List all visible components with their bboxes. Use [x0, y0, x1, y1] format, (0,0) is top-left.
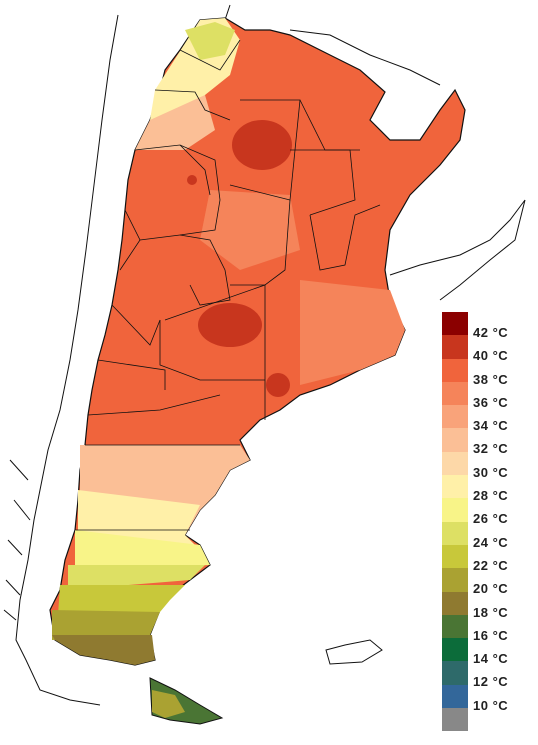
legend-label: 12 °C: [473, 674, 509, 690]
legend-swatch: [442, 684, 468, 709]
legend-label: 18 °C: [473, 604, 509, 620]
province-borders: [75, 39, 381, 531]
legend-swatch: [442, 568, 468, 592]
legend-label: 10 °C: [473, 697, 509, 713]
legend-item: 18 °C: [442, 591, 538, 620]
legend-item: 30 °C: [442, 451, 538, 480]
legend-swatch: [442, 405, 468, 429]
legend-item: 10 °C: [442, 684, 538, 713]
legend-label: 32 °C: [473, 441, 509, 457]
legend-swatch: [442, 335, 468, 359]
legend-item: [442, 708, 538, 732]
temperature-legend: 42 °C 40 °C 38 °C 36 °C 34 °C 32 °C 30 °…: [442, 312, 538, 732]
neighbour-borders: [3, 4, 526, 706]
legend-swatch: [442, 708, 468, 732]
legend-item: 26 °C: [442, 498, 538, 526]
legend-label: 28 °C: [473, 488, 509, 504]
legend-label: 22 °C: [473, 557, 509, 573]
legend-item: 12 °C: [442, 661, 538, 689]
legend-label: 30 °C: [473, 464, 509, 480]
legend-item: 14 °C: [442, 638, 538, 666]
legend-swatch: [442, 475, 468, 499]
legend-item: 28 °C: [442, 475, 538, 503]
legend-item: 24 °C: [442, 521, 538, 550]
legend-swatch: [442, 661, 468, 685]
legend-swatch: [442, 591, 468, 615]
legend-label: 40 °C: [473, 348, 509, 364]
legend-label: 16 °C: [473, 627, 509, 643]
legend-swatch: [442, 544, 468, 569]
legend-label: 26 °C: [473, 511, 509, 527]
legend-swatch: [442, 358, 468, 382]
legend-label: 36 °C: [473, 394, 509, 410]
legend-item: 32 °C: [442, 428, 538, 456]
legend-swatch: [442, 312, 468, 336]
legend-label: 42 °C: [473, 325, 509, 340]
legend-label: 24 °C: [473, 534, 509, 550]
legend-item: 38 °C: [442, 358, 538, 387]
legend-item: 16 °C: [442, 614, 538, 643]
legend-item: 34 °C: [442, 405, 538, 433]
legend-swatch: [442, 428, 468, 452]
legend-swatch: [442, 498, 468, 522]
legend-item: 42 °C: [442, 312, 538, 340]
argentina-territory: [49, 17, 466, 725]
legend-label: 34 °C: [473, 418, 509, 434]
legend-item: 20 °C: [442, 568, 538, 596]
legend-swatch: [442, 381, 468, 406]
legend-label: 20 °C: [473, 581, 509, 597]
legend-swatch: [442, 451, 468, 476]
legend-item: 40 °C: [442, 335, 538, 363]
legend-swatch: [442, 638, 468, 662]
legend-item: 22 °C: [442, 544, 538, 573]
legend-swatch: [442, 614, 468, 639]
legend-swatch: [442, 521, 468, 545]
legend-label: 38 °C: [473, 371, 509, 387]
legend-label: 14 °C: [473, 651, 509, 667]
legend-item: 36 °C: [442, 381, 538, 410]
